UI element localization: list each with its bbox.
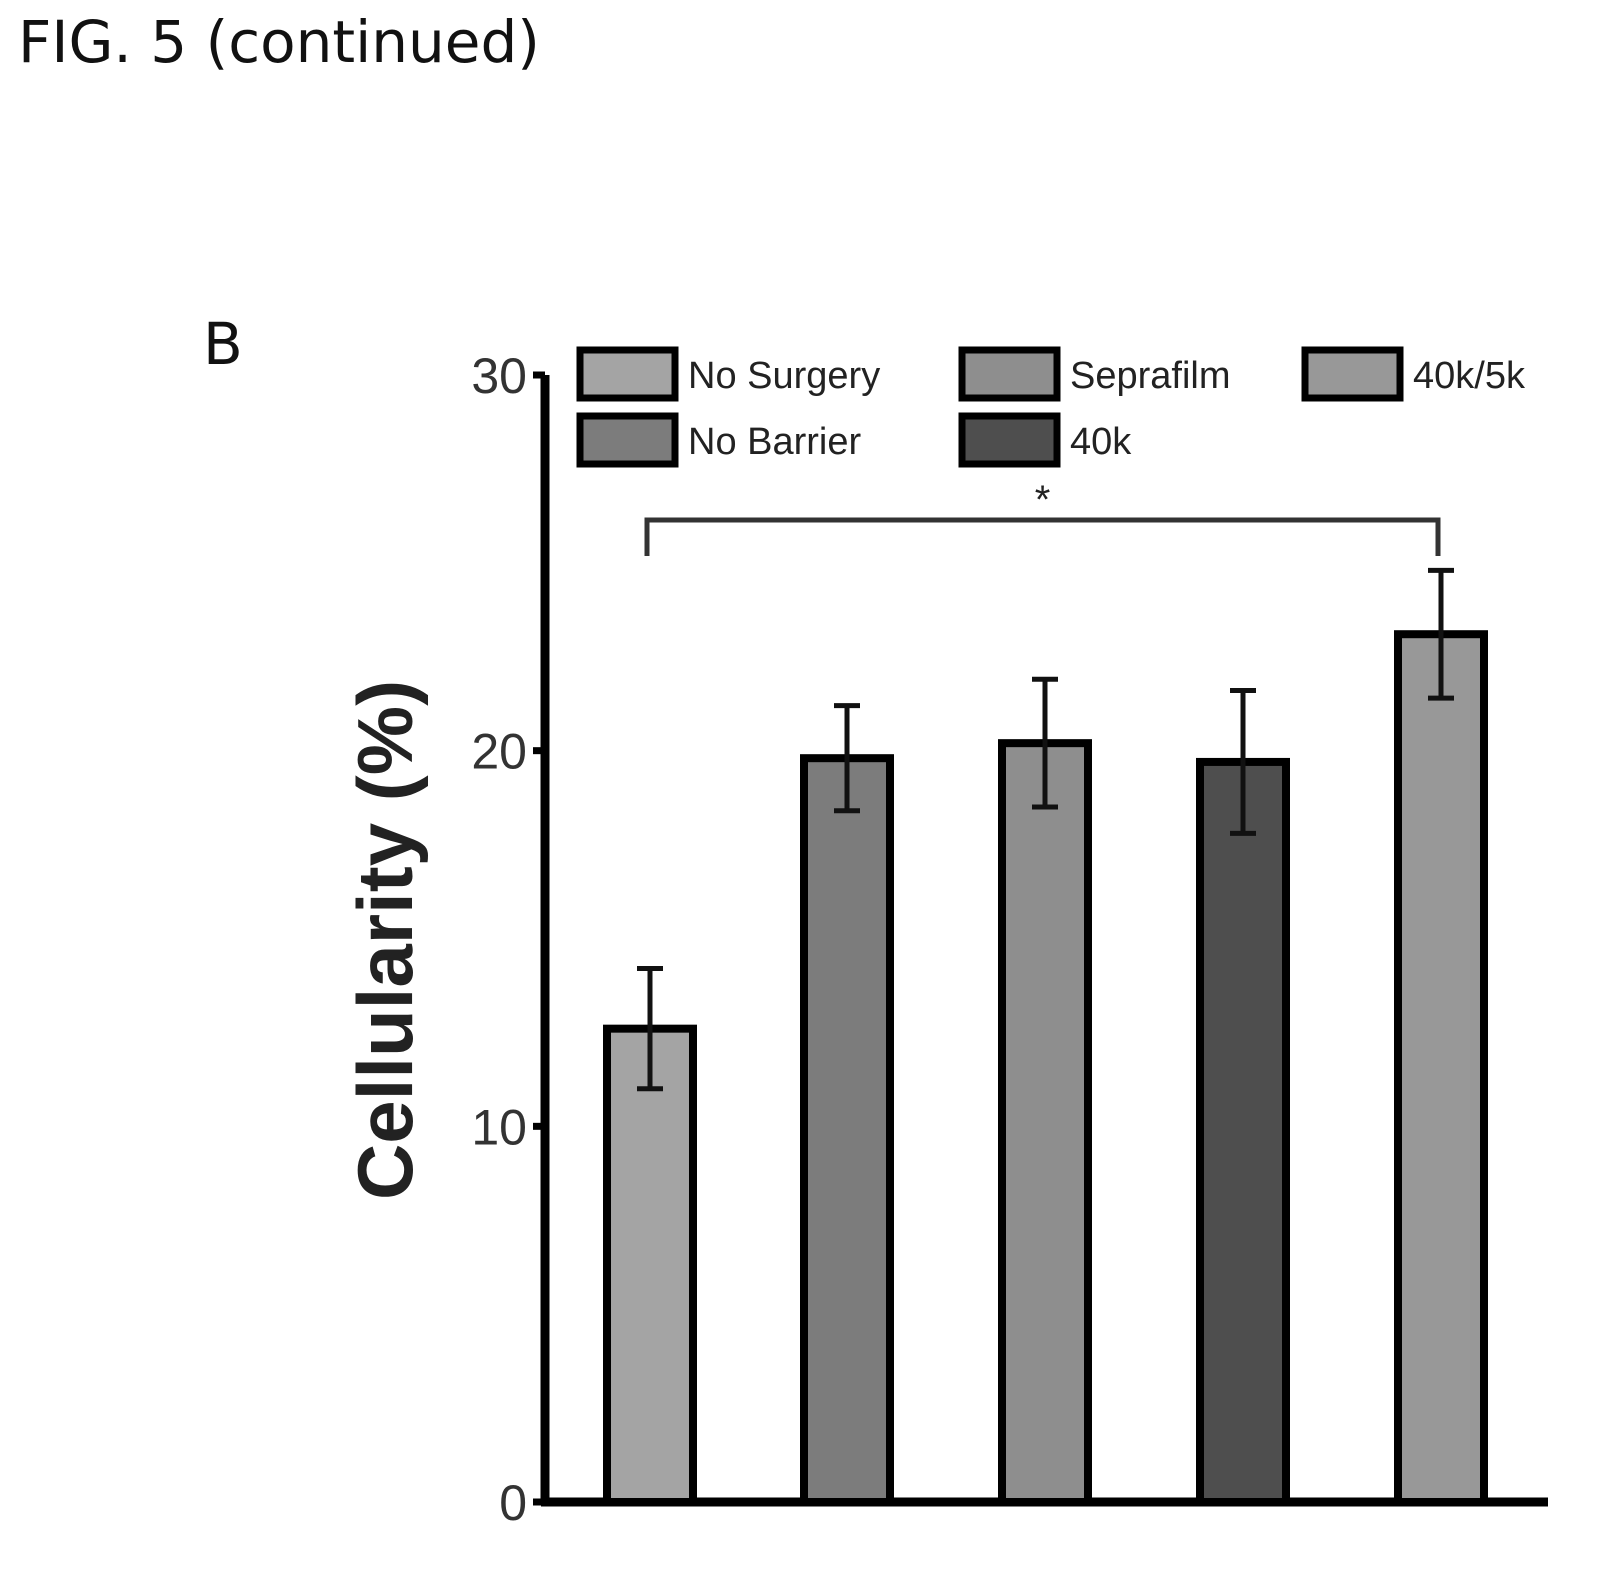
bars xyxy=(603,630,1488,1507)
y-tick-label: 20 xyxy=(471,724,527,780)
legend-swatch xyxy=(958,346,1061,402)
legend-swatch xyxy=(576,412,679,468)
legend-swatch xyxy=(1301,346,1404,402)
legend-swatch xyxy=(576,346,679,402)
bar-no-surgery xyxy=(603,1024,697,1507)
bar-40k-5k xyxy=(1394,630,1488,1506)
figure-title: FIG. 5 (continued) xyxy=(18,8,540,76)
bar-40k xyxy=(1196,757,1290,1506)
y-tick-label: 10 xyxy=(471,1099,527,1155)
legend-swatch xyxy=(958,412,1061,468)
panel-label: B xyxy=(203,310,243,378)
bar-no-barrier xyxy=(800,754,894,1506)
axes: 0 10 20 30 xyxy=(471,348,1548,1531)
legend-label: 40k/5k xyxy=(1413,355,1526,397)
error-bars xyxy=(637,567,1454,1092)
legend: No Surgery Seprafilm 40k/5k No Barrier 40k xyxy=(576,346,1526,468)
legend-label: No Barrier xyxy=(688,421,861,463)
bar-seprafilm xyxy=(998,739,1092,1506)
legend-label: No Surgery xyxy=(688,355,880,397)
significance-star: * xyxy=(1035,478,1051,522)
y-tick-label: 0 xyxy=(499,1475,527,1531)
legend-label: Seprafilm xyxy=(1070,355,1231,397)
legend-label: 40k xyxy=(1070,421,1132,463)
y-axis-label: Cellularity (%) xyxy=(341,680,429,1200)
significance-bracket-line xyxy=(644,517,1441,556)
significance-bracket: * xyxy=(644,478,1441,556)
y-tick-label: 30 xyxy=(471,348,527,404)
